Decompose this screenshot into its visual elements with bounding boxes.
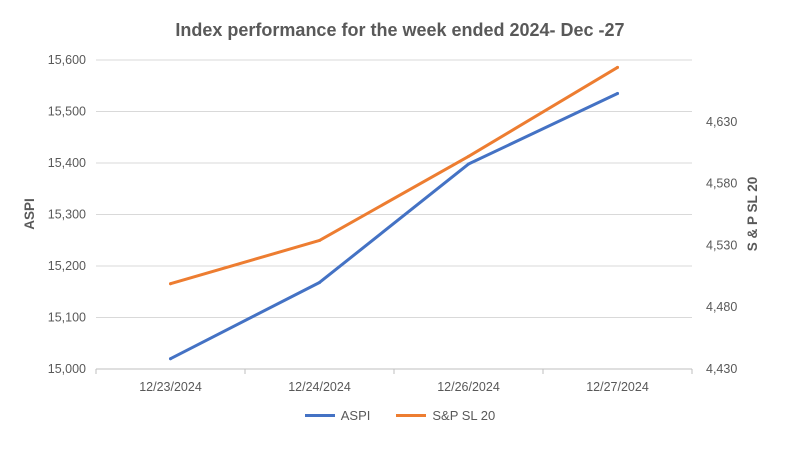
y-axis-left: 15,000 15,100 15,200 15,300 15,400 15,500 15,6… (48, 53, 86, 376)
data-point (318, 280, 321, 284)
y-tick-label: 15,600 (48, 53, 86, 67)
legend: ASPI S&P SL 20 (0, 408, 800, 423)
series-lines (169, 65, 619, 361)
series-line-aspi (169, 91, 619, 361)
legend-item-sp-sl20: S&P SL 20 (396, 408, 495, 423)
data-point (616, 91, 619, 95)
data-point (467, 162, 470, 166)
data-point (616, 65, 619, 69)
y2-tick-label: 4,430 (706, 362, 737, 376)
data-point (169, 282, 172, 286)
y-axis-title: ASPI (22, 198, 37, 230)
y-tick-label: 15,400 (48, 156, 86, 170)
y2-tick-label: 4,580 (706, 177, 737, 191)
y-tick-label: 15,300 (48, 208, 86, 222)
y2-tick-label: 4,530 (706, 238, 737, 252)
legend-swatch-sp-sl20 (396, 414, 427, 417)
legend-swatch-aspi (304, 414, 335, 417)
y2-tick-label: 4,630 (706, 115, 737, 129)
x-axis: 12/23/2024 12/24/2024 12/26/2024 12/27/2024 (95, 368, 693, 394)
data-point (467, 154, 470, 158)
y-tick-label: 15,000 (48, 362, 86, 376)
gridlines (96, 59, 692, 370)
data-point (318, 238, 321, 242)
series-line-s-p-sl-20 (169, 65, 619, 286)
y-axis-right: 4,430 4,480 4,530 4,580 4,630 (706, 115, 737, 376)
chart-title: Index performance for the week ended 202… (175, 20, 625, 40)
data-point (169, 357, 172, 361)
x-tick-label: 12/26/2024 (437, 380, 500, 394)
y2-tick-label: 4,480 (706, 300, 737, 314)
legend-item-aspi: ASPI (304, 408, 371, 423)
y-tick-label: 15,100 (48, 311, 86, 325)
x-tick-label: 12/24/2024 (288, 380, 351, 394)
legend-label-aspi: ASPI (340, 408, 371, 423)
legend-label-sp-sl20: S&P SL 20 (432, 408, 496, 423)
y2-axis-title: S & P SL 20 (745, 177, 760, 252)
y-tick-label: 15,200 (48, 259, 86, 273)
x-tick-label: 12/27/2024 (586, 380, 649, 394)
y-tick-label: 15,500 (48, 105, 86, 119)
x-tick-label: 12/23/2024 (139, 380, 202, 394)
